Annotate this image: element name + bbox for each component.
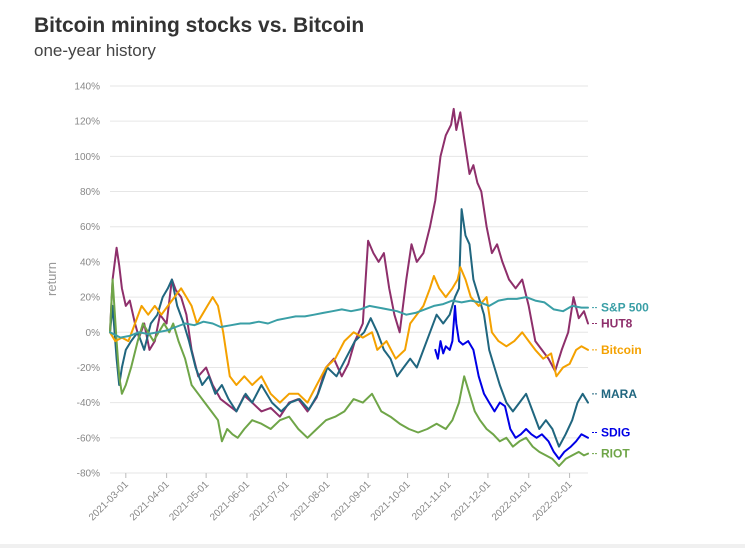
x-tick-label: 2021-03-01 (87, 479, 131, 523)
series-line-riot (109, 278, 589, 467)
y-tick-label: -60% (77, 433, 100, 444)
end-label-mara: MARA (601, 387, 637, 401)
y-tick-label: 80% (80, 187, 100, 198)
x-axis-ticks: 2021-03-012021-04-012021-05-012021-06-01… (87, 473, 575, 523)
x-tick-label: 2021-09-01 (329, 479, 373, 523)
x-tick-label: 2021-07-01 (248, 479, 292, 523)
x-tick-label: 2021-06-01 (208, 479, 252, 523)
y-tick-label: 140% (74, 82, 100, 93)
series-line-mara (109, 208, 589, 448)
chart-subtitle: one-year history (34, 41, 156, 60)
y-tick-label: -80% (77, 469, 100, 480)
y-tick-label: 60% (80, 222, 100, 233)
grid-lines (110, 85, 588, 474)
x-tick-label: 2022-02-01 (531, 479, 575, 523)
x-tick-label: 2022-01-01 (490, 479, 534, 523)
y-tick-label: 20% (80, 293, 100, 304)
end-label-hut8: HUT8 (601, 316, 633, 330)
series-line-s-p-500 (109, 296, 589, 339)
chart-title: Bitcoin mining stocks vs. Bitcoin (34, 14, 365, 37)
x-tick-label: 2021-05-01 (167, 479, 211, 523)
series-line-hut8 (109, 107, 589, 418)
x-tick-label: 2021-10-01 (369, 479, 413, 523)
end-label-riot: RIOT (601, 447, 630, 461)
series-lines (109, 107, 589, 467)
y-tick-label: 40% (80, 257, 100, 268)
end-label-bitcoin: Bitcoin (601, 343, 642, 357)
y-tick-label: -40% (77, 398, 100, 409)
x-tick-label: 2021-12-01 (449, 479, 493, 523)
series-line-sdig (434, 304, 589, 460)
y-tick-label: 120% (74, 117, 100, 128)
x-tick-label: 2021-11-01 (410, 479, 454, 523)
end-label-s-p-500: S&P 500 (601, 301, 649, 315)
end-label-sdig: SDIG (601, 426, 630, 440)
y-tick-label: 0% (86, 328, 101, 339)
series-line-bitcoin (109, 266, 589, 404)
y-axis-label: return (44, 262, 59, 296)
bottom-scroll-strip (0, 544, 745, 548)
y-tick-label: 100% (74, 152, 100, 163)
x-tick-label: 2021-04-01 (128, 479, 172, 523)
x-tick-label: 2021-08-01 (288, 479, 332, 523)
y-axis-ticks: -80% -60% -40% -20% 0% 20% 40% 60% 80% 100% 120% 14… (74, 82, 100, 480)
y-tick-label: -20% (77, 363, 100, 374)
